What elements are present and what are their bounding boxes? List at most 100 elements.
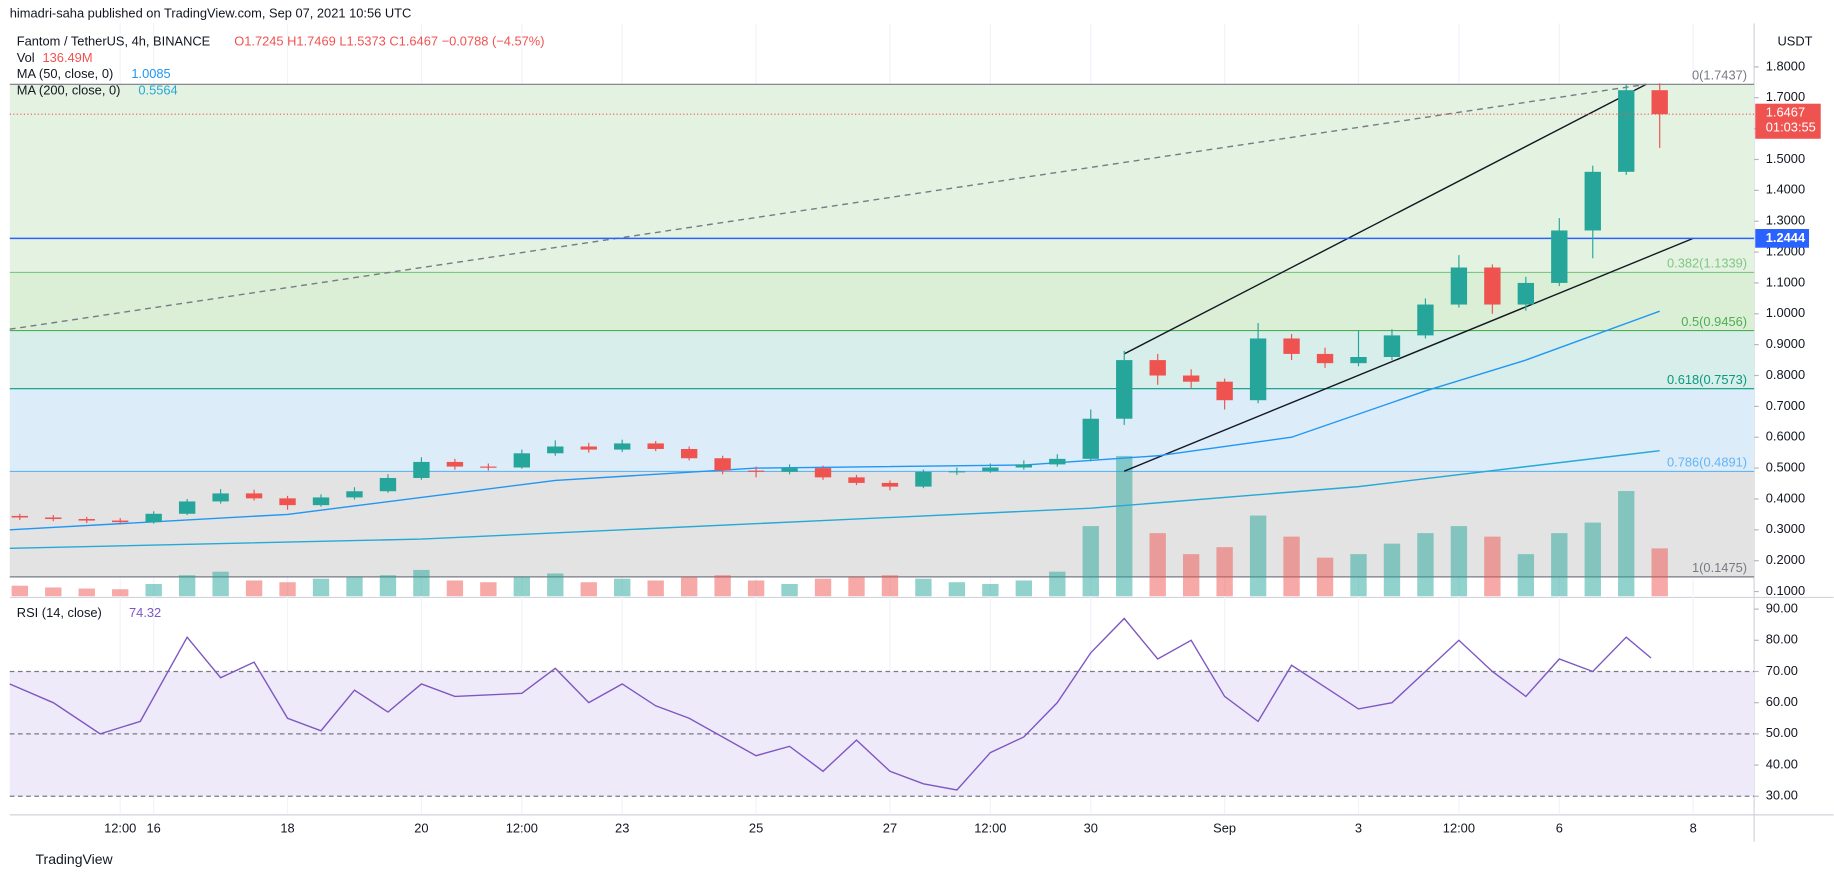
candle-body [1149, 360, 1166, 376]
x-tick-label: 12:00 [104, 820, 136, 835]
candle-body [346, 491, 363, 498]
candle-body [112, 520, 129, 523]
candle-body [547, 446, 564, 454]
volume-bar [1249, 515, 1267, 597]
x-tick-label: 30 [1084, 820, 1098, 835]
trend-line [1123, 83, 1647, 355]
volume-bar [11, 585, 28, 597]
x-tick-label: 18 [280, 820, 294, 835]
volume-bar [781, 583, 798, 597]
legend-value: 0.5564 [138, 83, 177, 98]
y-tick-label: 0.4000 [1766, 490, 1805, 505]
y-tick-label: 60.00 [1766, 694, 1798, 709]
fib-zone [9, 330, 1755, 389]
candle-body [1350, 357, 1367, 364]
volume-bar [580, 582, 597, 597]
volume-bar [413, 569, 430, 597]
volume-bar [1383, 543, 1401, 597]
candle-body [747, 470, 765, 472]
volume-bar [1049, 571, 1066, 597]
fib-label: 0.5(0.9456) [1681, 314, 1747, 329]
y-tick-label: 1.0000 [1766, 305, 1805, 320]
y-tick-label: 0.9000 [1766, 336, 1805, 351]
legend-label: MA (200, close, 0) [17, 83, 121, 98]
y-tick-label: 1.8000 [1766, 58, 1805, 73]
ohlc: O1.7245 H1.7469 L1.5373 C1.6467 −0.0788 … [234, 33, 544, 48]
volume-bar [915, 578, 932, 597]
candle-body [814, 468, 832, 478]
candle-body [1417, 304, 1434, 336]
candle-body [212, 493, 229, 502]
candle-body [513, 453, 531, 468]
candle-body [1450, 267, 1468, 305]
candle-body [1283, 338, 1300, 354]
last-price-tag [1755, 103, 1821, 139]
y-tick-label: 70.00 [1766, 663, 1798, 678]
volume-bar [982, 583, 999, 597]
volume-bar [948, 582, 966, 597]
x-tick-label: 25 [749, 820, 763, 835]
volume-bar [1350, 554, 1367, 597]
volume-bar [747, 580, 765, 597]
volume-bar [680, 576, 698, 597]
candle-body [413, 461, 430, 478]
volume-bar [1316, 557, 1334, 597]
volume-bar [45, 587, 62, 597]
candle-body [1116, 360, 1133, 419]
legend-label: Vol [17, 50, 35, 65]
volume-bar [379, 575, 397, 597]
volume-bar [312, 578, 330, 597]
candle-body [446, 461, 464, 467]
fib-zone [9, 84, 1755, 273]
volume-bar [1651, 548, 1668, 597]
volume-bar [647, 580, 664, 597]
volume-bar [1551, 533, 1568, 597]
y-tick-label: 80.00 [1766, 632, 1798, 647]
trend-line [9, 83, 1647, 330]
y-tick-label: 1.4000 [1766, 182, 1805, 197]
volume-bar [1149, 533, 1166, 597]
y-tick-label: 0.6000 [1766, 429, 1805, 444]
x-tick-label: 3 [1355, 820, 1362, 835]
rsi-title: RSI (14, close) [17, 605, 102, 620]
candle-body [1216, 381, 1233, 401]
candle-body [680, 448, 698, 459]
candle-body [379, 477, 397, 492]
candle-body [614, 443, 631, 450]
currency: USDT [1777, 33, 1812, 48]
candle-body [948, 471, 966, 473]
volume-bar [78, 588, 95, 597]
x-tick-label: 6 [1556, 820, 1563, 835]
x-tick-label: 8 [1690, 820, 1697, 835]
rsi-line [9, 617, 1652, 791]
x-tick-label: 23 [615, 820, 629, 835]
candle-body [1618, 90, 1635, 172]
candle-body [11, 515, 28, 518]
volume-bar [480, 582, 497, 597]
x-tick-label: 12:00 [506, 820, 538, 835]
y-tick-label: 30.00 [1766, 788, 1798, 803]
candle-body [982, 467, 999, 472]
candle-body [78, 519, 95, 521]
y-tick-label: 0.7000 [1766, 398, 1805, 413]
y-tick-label: 50.00 [1766, 725, 1798, 740]
publisher: himadri-saha published on TradingView.co… [10, 5, 412, 20]
x-tick-label: Sep [1213, 820, 1236, 835]
candle-body [1049, 458, 1066, 465]
candle-body [279, 498, 296, 506]
fib-label: 0.786(0.4891) [1667, 455, 1747, 470]
volume-bar [848, 576, 865, 597]
candle-body [1249, 338, 1267, 401]
candle-body [714, 458, 731, 471]
candle-body [1082, 418, 1099, 459]
volume-bar [346, 576, 363, 597]
candle-body [245, 493, 263, 499]
last-price-label: 1.6467 [1766, 104, 1805, 119]
candle-body [480, 466, 497, 468]
symbol: Fantom / TetherUS, 4h, BINANCE [17, 33, 211, 48]
footer-brand: TradingView [35, 851, 113, 867]
candle-body [915, 471, 932, 487]
trend-line [1123, 237, 1694, 472]
volume-bar [212, 571, 229, 597]
